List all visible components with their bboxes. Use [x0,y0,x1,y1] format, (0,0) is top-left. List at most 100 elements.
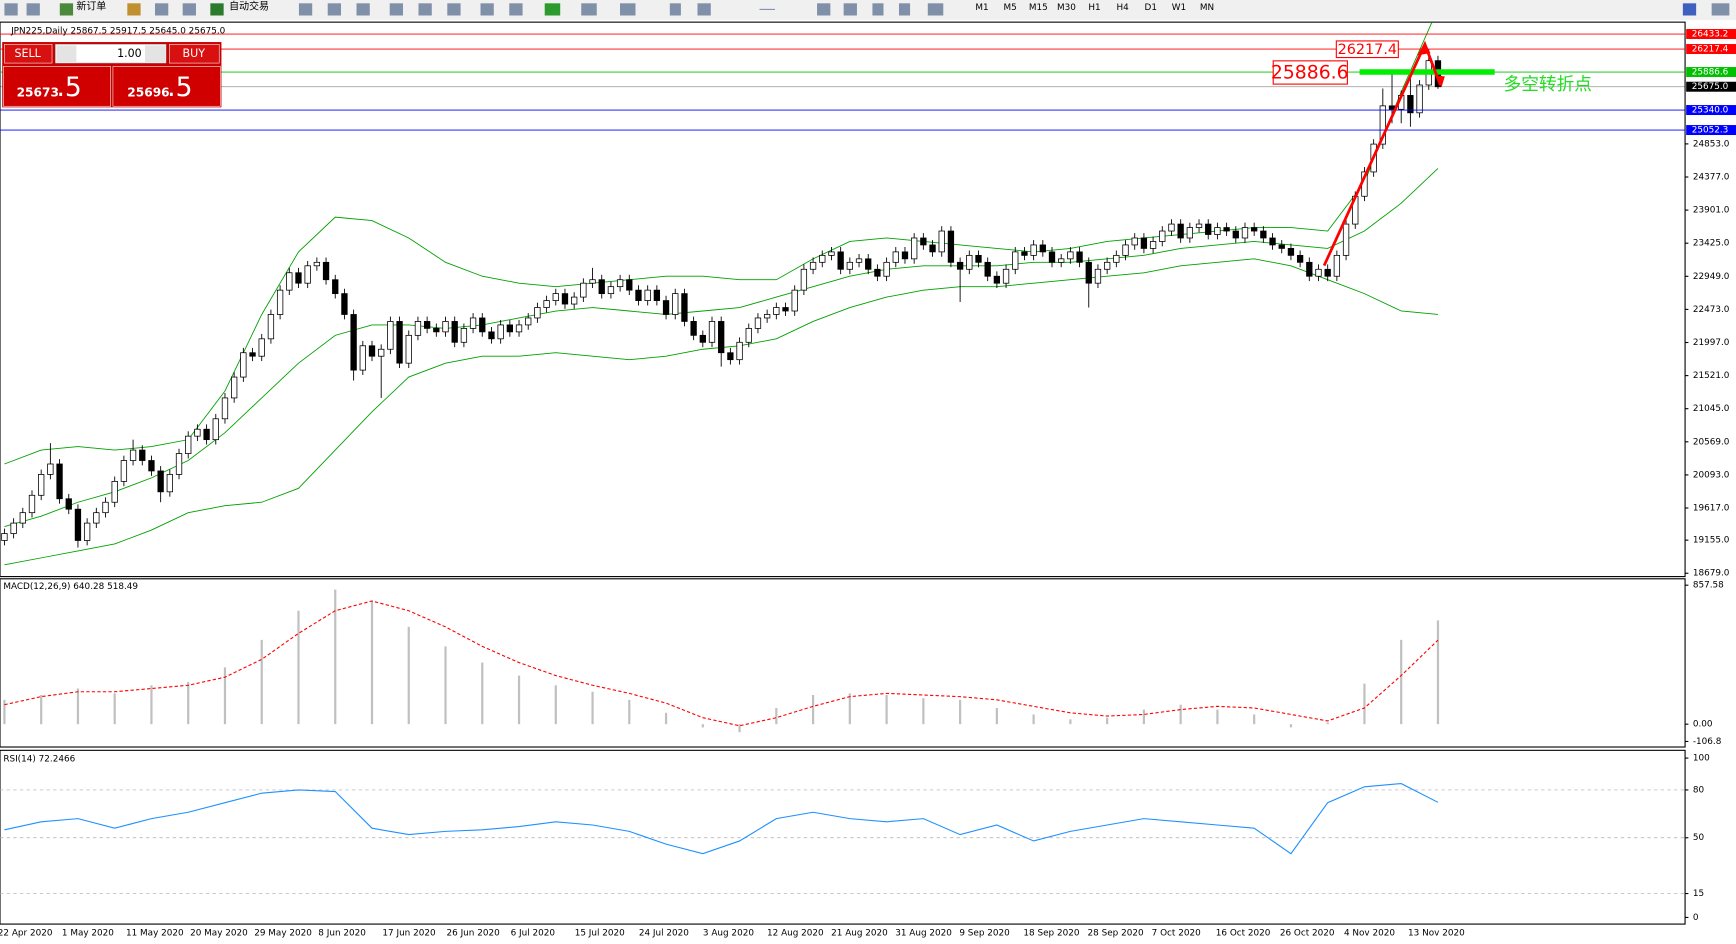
icon[interactable] [447,3,461,16]
icon[interactable] [4,3,18,16]
candle-body [1,533,8,541]
auto-trade-button[interactable]: 自动交易 [229,0,269,13]
level-label: 25340.0 [1692,106,1729,116]
level-label-bg [1686,67,1736,77]
icon[interactable] [620,3,636,16]
candle-body [1342,223,1350,256]
icon[interactable] [1711,3,1730,16]
candle-body [1186,227,1194,239]
x-tick-label: 18 Sep 2020 [1023,928,1079,938]
candle-body [1251,227,1258,232]
candle-body [580,282,587,298]
candle-body [1260,230,1267,239]
candle-body [1085,261,1092,284]
candle-body [947,230,955,263]
candle-body [286,272,293,291]
candle-body [276,289,284,315]
y-tick-label: 21045.0 [1693,404,1730,414]
candle-body [855,258,863,263]
timeframe-button[interactable]: M15 [1029,3,1048,13]
buy-button[interactable] [169,43,220,64]
band-line [4,168,1439,528]
candle-body [359,345,366,371]
candle-body [791,289,798,312]
x-tick-label: 6 Jul 2020 [511,928,556,938]
lot-down[interactable] [56,45,77,62]
candle-body [975,254,982,263]
candle-body [653,289,661,301]
candle-body [1306,261,1313,277]
candle-body [212,418,219,441]
candle-body [148,460,155,472]
x-tick-label: 15 Jul 2020 [575,928,625,938]
icon[interactable] [1682,3,1697,16]
icon[interactable] [418,3,432,16]
new-order-button[interactable]: 新订单 [76,0,106,13]
timeframe-button[interactable]: H1 [1088,3,1100,13]
icon[interactable] [26,3,40,16]
candle-body [120,460,128,482]
macd-plot [3,589,1440,733]
candle-body [966,254,973,270]
candle-body [745,328,752,343]
icon[interactable] [899,3,911,16]
timeframe-button[interactable]: M30 [1057,3,1076,13]
timeframe-button[interactable]: M1 [975,3,988,13]
x-tick-label: 29 May 2020 [254,928,312,938]
candle-body [194,428,201,437]
candle-body [65,498,72,510]
level-label-bg [1686,29,1736,39]
arrow-head [1434,75,1445,88]
timeframe-button[interactable]: MN [1200,3,1214,13]
icon[interactable] [581,3,597,16]
icon[interactable] [127,3,141,16]
candle-body [111,480,118,503]
candle-body [672,293,679,315]
timeframe-button[interactable]: H4 [1117,3,1130,13]
icon[interactable] [389,3,403,16]
icon[interactable] [182,3,196,16]
icon[interactable] [155,3,169,16]
icon[interactable] [697,3,711,16]
icon[interactable] [210,3,224,16]
sell-price-box[interactable] [3,66,111,107]
sell-button[interactable] [4,43,53,64]
main-panel [0,21,1686,578]
icon[interactable] [327,3,341,16]
price-plot [0,22,1686,566]
y-tick-label: 19155.0 [1693,536,1730,546]
icon[interactable] [298,3,313,16]
icon[interactable] [59,3,74,16]
x-tick-label: 16 Oct 2020 [1216,928,1271,938]
icon[interactable] [817,3,831,16]
timeframe-button[interactable]: W1 [1172,3,1186,13]
candle-body [1177,223,1184,239]
x-tick-label: 26 Oct 2020 [1280,928,1335,938]
timeframe-button[interactable]: D1 [1145,3,1157,13]
y-tick-label: 21997.0 [1693,338,1730,348]
candle-body [185,435,192,454]
candle-body [561,293,569,305]
lot-up[interactable] [145,45,165,62]
icon[interactable] [759,8,776,10]
icon[interactable] [356,3,370,16]
icon[interactable] [669,3,681,16]
icon[interactable] [509,3,523,16]
icon[interactable] [927,3,944,16]
candle-body [607,286,615,295]
candle-body [956,261,964,270]
icon[interactable] [480,3,494,16]
timeframe-button[interactable]: M5 [1004,3,1017,13]
candle-body [828,251,835,256]
candle-body [525,317,532,326]
icon[interactable] [544,3,561,16]
buy-price-box[interactable] [112,66,221,107]
y-tick-label: 80 [1693,785,1705,795]
lot-input[interactable] [55,43,167,64]
icon[interactable] [872,3,884,16]
candle-body [387,321,394,350]
candle-body [157,470,164,493]
icon[interactable] [843,3,857,16]
candle-body [800,268,808,291]
candle-body [1388,105,1396,110]
